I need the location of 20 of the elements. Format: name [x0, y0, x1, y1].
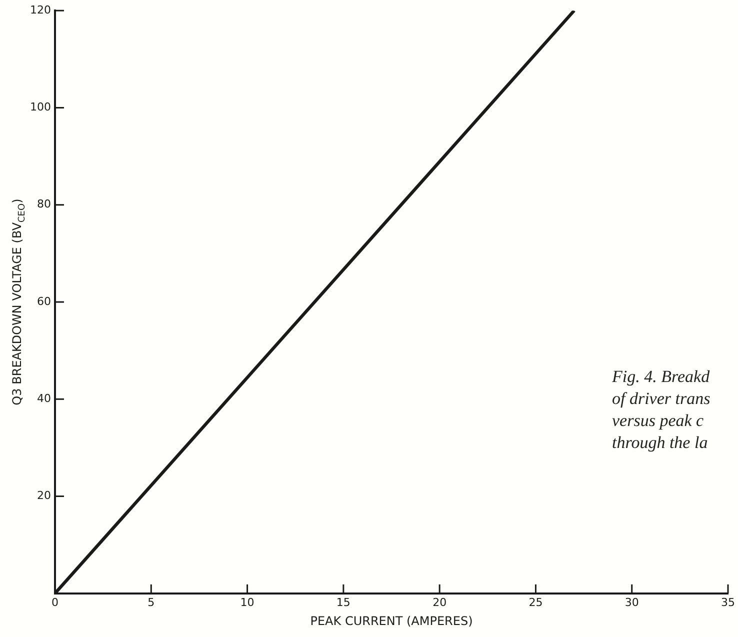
y-tick-label: 120 — [30, 3, 51, 16]
y-tick-label: 40 — [36, 392, 51, 405]
y-tick-label: 100 — [30, 100, 51, 114]
annotation: through the la — [612, 433, 708, 452]
y-axis-title: Q3 BREAKDOWN VOLTAGE (BVCEO) — [10, 198, 28, 406]
y-tick-label: 20 — [36, 489, 51, 502]
x-tick-label: 0 — [51, 596, 58, 609]
y-tick-label: 60 — [36, 294, 51, 308]
annotation: of driver trans — [612, 389, 711, 408]
x-axis-title: PEAK CURRENT (AMPERES) — [310, 614, 473, 628]
x-tick-label: 20 — [432, 596, 447, 609]
x-tick-label: 15 — [336, 596, 350, 609]
x-tick-label: 5 — [148, 596, 155, 609]
y-tick-label: 80 — [36, 198, 51, 211]
x-tick-label: 25 — [528, 596, 543, 609]
x-tick-label: 35 — [721, 596, 735, 609]
annotation: Fig. 4. Breakd — [611, 367, 710, 386]
x-tick-label: 10 — [240, 596, 254, 609]
annotation: versus peak c — [612, 411, 704, 430]
x-tick-label: 30 — [624, 596, 639, 609]
